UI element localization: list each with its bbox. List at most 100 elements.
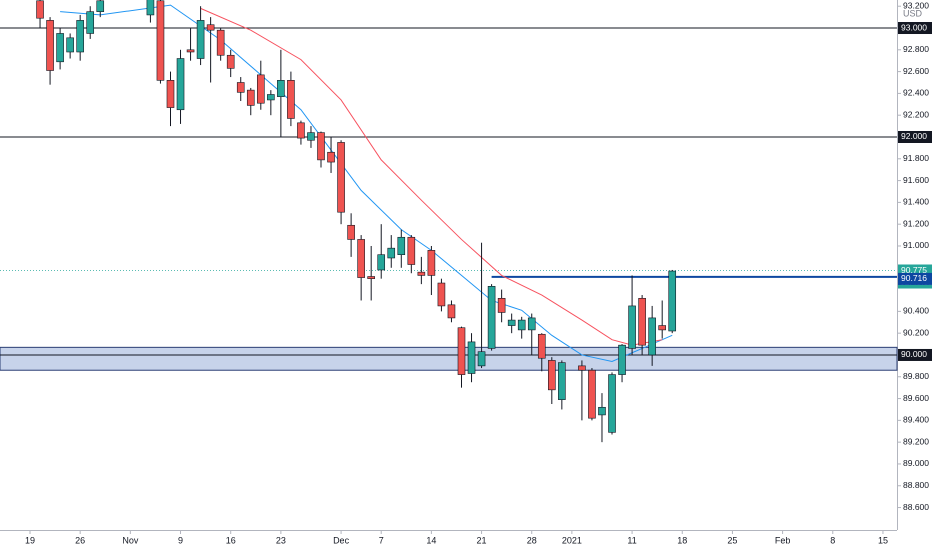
level-label: 92.000 [901, 131, 927, 141]
level-label-bg [898, 130, 932, 143]
candle-body [578, 365, 586, 371]
x-tick-label: Feb [775, 535, 791, 545]
candle-body [628, 305, 636, 349]
y-tick-label: 89.000 [903, 458, 929, 468]
candle-body [347, 224, 355, 240]
candle-body [86, 11, 95, 34]
candle-body [156, 0, 165, 81]
candle-body [477, 351, 486, 367]
candle-body [226, 54, 235, 69]
candle-body [608, 374, 616, 433]
candle-body [166, 80, 175, 108]
candle-body [527, 317, 536, 331]
candle-body [618, 344, 626, 375]
x-tick-label: 25 [727, 535, 737, 545]
y-tick-label: 92.800 [903, 44, 929, 54]
x-tick-label: 2021 [562, 535, 582, 545]
candle-body [658, 325, 666, 331]
x-tick-label: 28 [527, 535, 537, 545]
y-tick-label: 88.600 [903, 502, 929, 512]
moving-average [60, 4, 673, 363]
candle-body [206, 24, 215, 31]
support-zone [0, 346, 898, 371]
candle-body [246, 89, 255, 106]
candle-body [558, 362, 566, 400]
y-tick-label: 91.800 [903, 153, 929, 163]
x-tick-label: Dec [333, 535, 350, 545]
candle-body [507, 319, 516, 326]
candle-body [638, 297, 646, 346]
y-tick-label: 89.600 [903, 393, 929, 403]
candle-body [497, 297, 506, 313]
candle-body [307, 132, 315, 141]
candle-body [337, 142, 345, 213]
y-tick-label: 92.200 [903, 109, 929, 119]
candle-body [598, 406, 606, 416]
candle-body [437, 282, 446, 307]
candle-body [427, 250, 436, 276]
candle-body [216, 29, 225, 56]
x-tick-label: 15 [878, 535, 888, 545]
candle-body [236, 82, 245, 93]
candle-body [176, 58, 185, 111]
candle-body [487, 286, 496, 349]
x-tick-label: 23 [276, 535, 286, 545]
x-tick-label: 19 [25, 535, 35, 545]
candle-body [387, 247, 396, 259]
candle-body [66, 37, 74, 53]
x-tick-label: 26 [75, 535, 85, 545]
candle-body [287, 80, 295, 119]
candle-body [196, 20, 205, 59]
y-tick-label: 91.600 [903, 175, 929, 185]
y-tick-label: 92.600 [903, 66, 929, 76]
x-tick-label: 18 [677, 535, 687, 545]
level-label: 93.000 [901, 22, 927, 32]
y-tick-label: 88.800 [903, 480, 929, 490]
candle-body [447, 304, 456, 319]
level-label-bg [898, 22, 932, 35]
candle-body [46, 20, 54, 71]
candle-body [417, 271, 426, 276]
candle-body [457, 327, 466, 375]
x-tick-label: 7 [379, 535, 384, 545]
candle-body [668, 270, 677, 332]
candle-body [297, 122, 305, 139]
candle-body [96, 0, 105, 12]
level-label: 90.000 [901, 349, 927, 359]
candle-body [648, 317, 656, 356]
candle-body [377, 254, 386, 271]
candle-body [56, 33, 64, 63]
y-tick-label: 90.400 [903, 306, 929, 316]
candle-body [467, 341, 476, 374]
moving-average [200, 7, 663, 346]
candle-body [537, 333, 546, 359]
y-tick-label: 93.200 [903, 0, 929, 10]
x-tick-label: 14 [426, 535, 436, 545]
y-tick-label: 89.800 [903, 371, 929, 381]
candle-body [588, 369, 596, 419]
candle-body [277, 80, 285, 97]
y-tick-label: 91.000 [903, 240, 929, 250]
candle-body [317, 132, 325, 161]
candle-body [186, 49, 195, 53]
currency-label: USD [903, 8, 923, 18]
candle-body [367, 276, 375, 279]
candle-body [36, 0, 44, 19]
candle-body [76, 20, 84, 53]
x-tick-label: 21 [477, 535, 487, 545]
candle-body [146, 0, 155, 16]
y-tick-label: 92.400 [903, 88, 929, 98]
candle-body [327, 151, 335, 163]
x-tick-label: 16 [226, 535, 236, 545]
candle-body [548, 360, 556, 391]
candle-body [257, 74, 265, 104]
level-label-bg [898, 348, 932, 361]
candle-body [517, 319, 526, 331]
x-tick-label: 9 [178, 535, 183, 545]
resistance-label: 90.716 [901, 273, 927, 283]
y-tick-label: 89.200 [903, 436, 929, 446]
x-tick-label: Nov [122, 535, 139, 545]
y-tick-label: 90.200 [903, 327, 929, 337]
